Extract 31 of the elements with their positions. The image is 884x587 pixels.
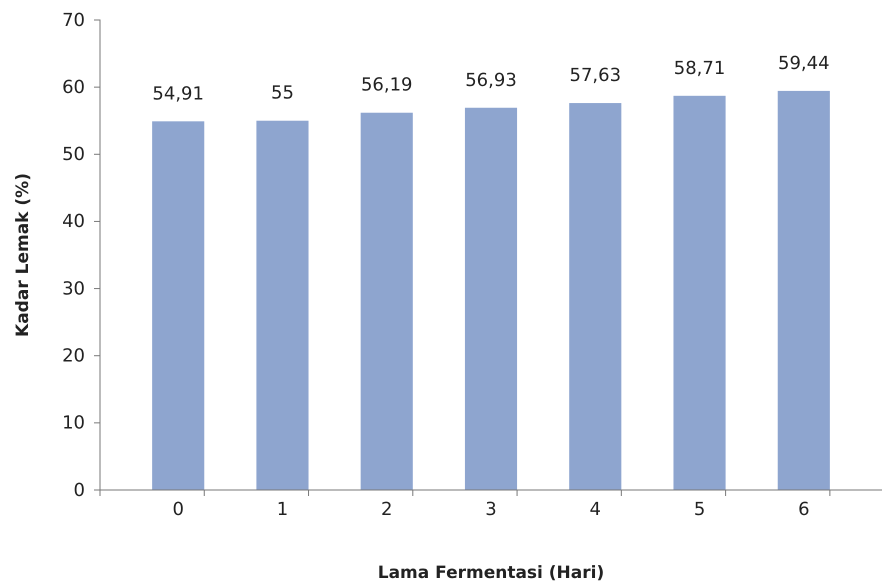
x-axis-title: Lama Fermentasi (Hari) — [378, 563, 604, 583]
x-tick-label: 4 — [590, 499, 601, 520]
y-tick-label: 30 — [62, 278, 85, 300]
bar — [569, 103, 622, 490]
x-tick-label: 2 — [381, 499, 392, 520]
data-label: 56,93 — [465, 70, 517, 91]
x-tick-label: 0 — [172, 499, 184, 520]
bar — [673, 96, 726, 490]
data-label: 56,19 — [360, 74, 412, 96]
x-tick-label: 6 — [798, 499, 810, 520]
bar — [152, 121, 204, 490]
x-tick-label: 5 — [694, 499, 706, 520]
bar — [360, 112, 413, 490]
data-label: 58,71 — [674, 58, 726, 79]
y-axis-title: Kadar Lemak (%) — [13, 173, 33, 337]
y-tick-label: 40 — [62, 211, 85, 232]
bar — [778, 90, 830, 490]
x-tick-label: 3 — [485, 499, 497, 520]
y-tick-label: 50 — [62, 144, 85, 166]
data-label: 55 — [271, 82, 294, 104]
data-label: 54,91 — [152, 83, 204, 104]
y-tick-label: 70 — [62, 10, 85, 31]
y-tick-label: 60 — [62, 76, 85, 98]
y-tick-label: 10 — [62, 412, 85, 434]
data-label: 57,63 — [570, 65, 622, 86]
bar — [464, 108, 518, 490]
bar — [256, 120, 309, 490]
y-tick-label: 20 — [62, 345, 85, 366]
y-tick-label: 0 — [74, 480, 85, 501]
data-label: 59,44 — [778, 52, 830, 74]
x-tick-label: 1 — [276, 499, 288, 520]
